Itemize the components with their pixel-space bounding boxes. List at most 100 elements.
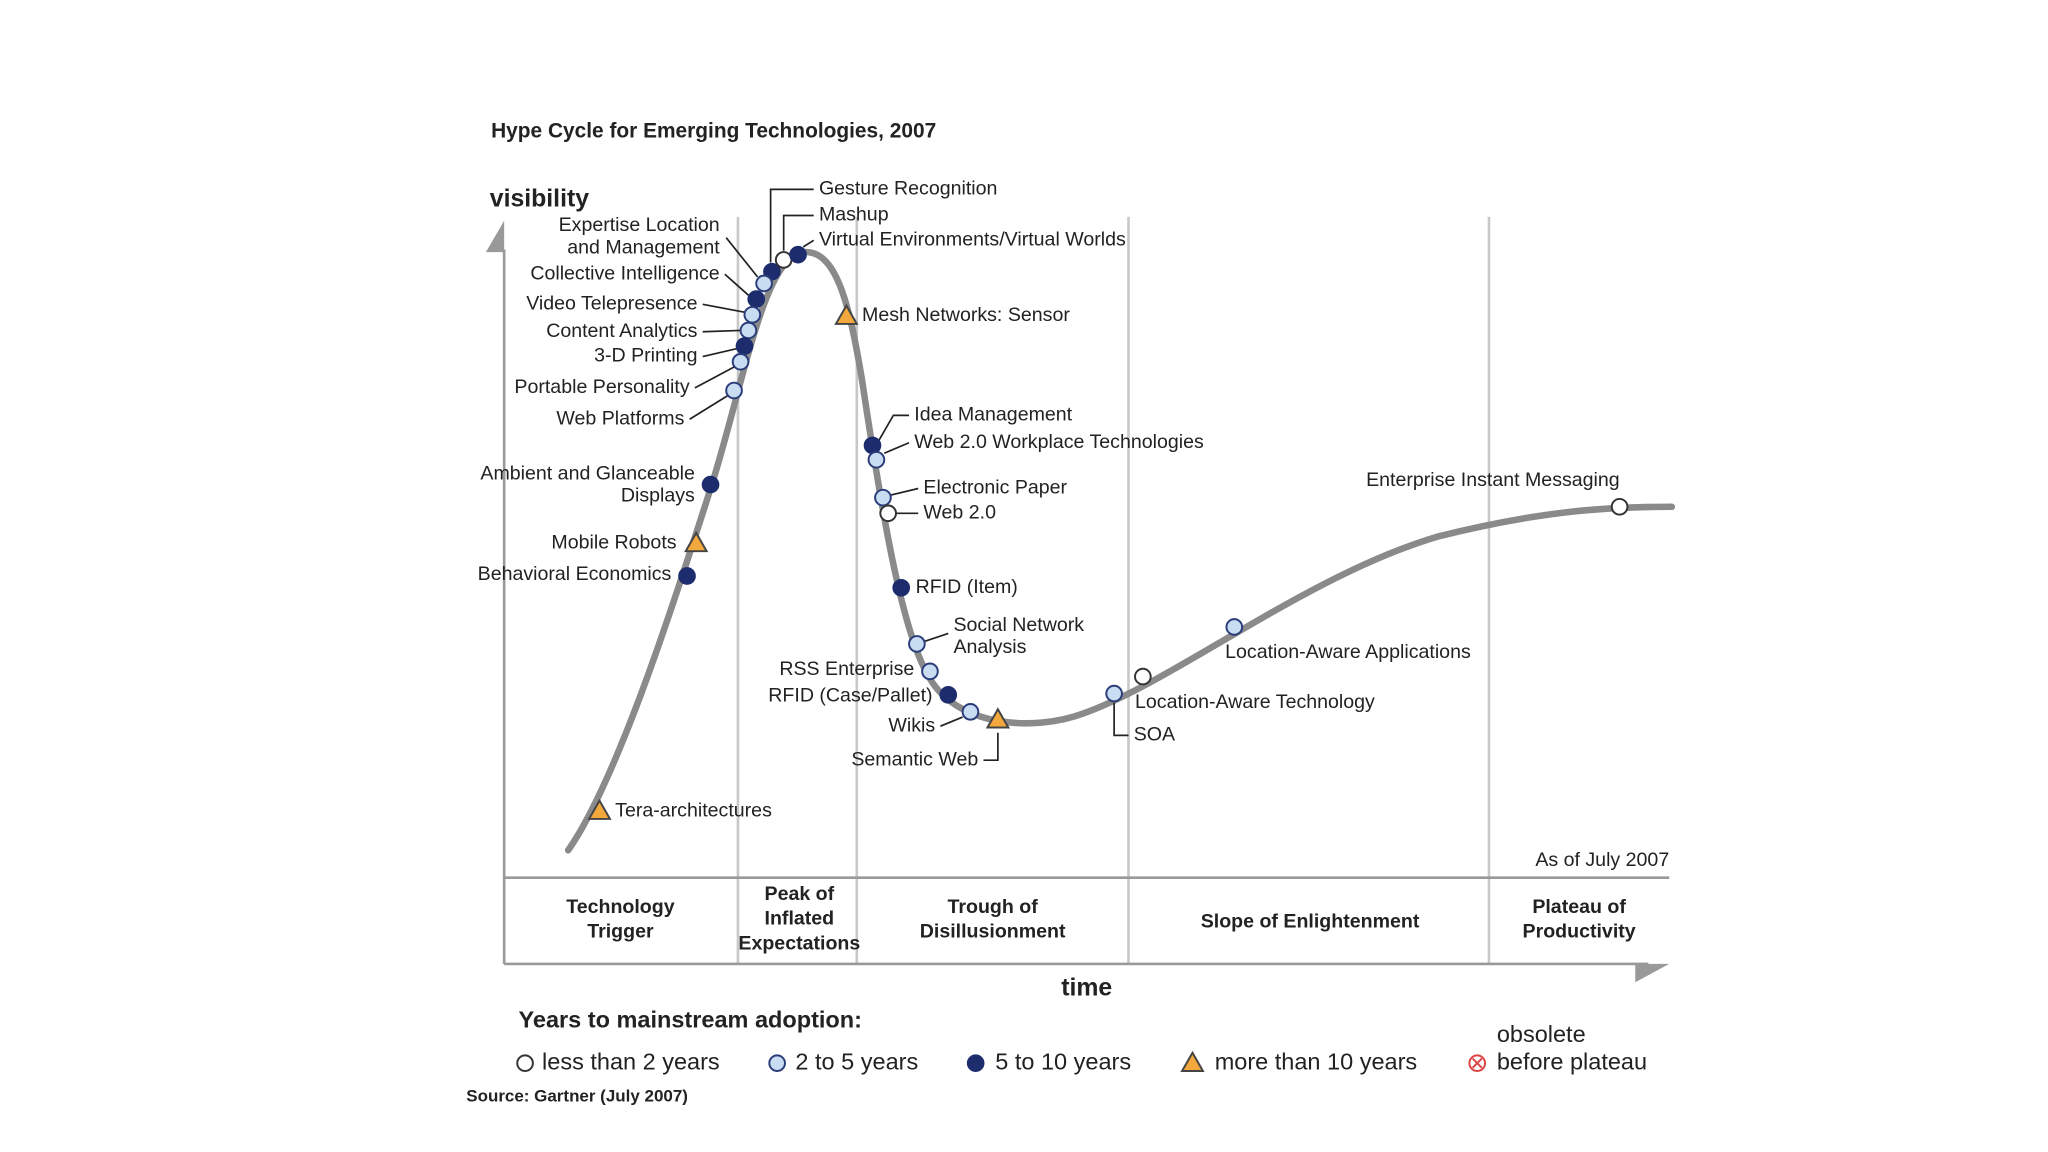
legend: less than 2 years 2 to 5 years 5 to 10 yea… [516,1021,1647,1074]
technology: Virtual Environments/Virtual Worlds [789,228,1126,264]
label: Productivity [1523,921,1636,943]
label: Technology [566,896,675,918]
technology: Portable Personality [514,352,750,398]
legend-title: Years to mainstream adoption: [519,1007,862,1033]
label: RFID (Item) [916,576,1018,598]
technology: RSS Enterprise [779,658,939,681]
leader-line [1113,702,1129,737]
leader-line [940,716,963,727]
legend-item: less than 2 years [516,1048,720,1074]
marker-light [1225,618,1244,636]
technology: Web 2.0 [879,501,996,523]
technology: 3-D Printing [594,337,754,367]
leader-line [769,188,814,263]
as-of-note: As of July 2007 [1535,849,1669,871]
technology: Mobile Robots [551,530,709,554]
marker-light [867,450,886,469]
leader-line [802,239,815,248]
legend-label: less than 2 years [542,1048,720,1074]
leader-line [694,366,735,389]
label: Trigger [587,921,654,943]
leader-line [724,273,749,296]
label: Expertise Location [559,214,720,236]
label: 3-D Printing [594,345,697,367]
marker-light [755,274,773,293]
marker-dark [939,686,958,704]
marker-triangle [1180,1050,1205,1072]
marker-white [1134,667,1152,686]
marker-light [874,488,892,507]
label: Inflated [765,908,835,930]
leader-line [689,395,728,420]
label: Electronic Paper [923,477,1067,499]
label: Content Analytics [546,320,697,342]
technology: Web 2.0 Workplace Technologies [867,431,1204,469]
label: Mesh Networks: Sensor [862,304,1070,326]
label: Virtual Environments/Virtual Worlds [819,228,1126,250]
legend-label: 2 to 5 years [795,1048,918,1074]
leader-line [983,732,999,762]
marker-light [739,321,758,340]
leader-line [725,237,759,278]
label: Peak of [765,883,835,905]
legend-item: 2 to 5 years [768,1048,918,1074]
marker-triangle [834,303,859,325]
title: Hype Cycle for Emerging Technologies, 20… [491,119,936,142]
technology: Location-Aware Technology [1134,667,1375,713]
y-axis-label: visibility [490,185,589,212]
legend-label: before plateau [1497,1048,1647,1074]
technology: Mesh Networks: Sensor [834,303,1070,326]
marker-dark [892,578,911,597]
marker-triangle [684,530,709,553]
legend-item: 5 to 10 years [966,1048,1131,1074]
leader-line [702,347,737,358]
marker-white [1610,497,1629,516]
technology: Collective Intelligence [530,262,766,308]
legend-item: more than 10 years [1180,1048,1417,1074]
marker-light [921,662,939,681]
axes [502,249,1670,966]
label: Mobile Robots [551,532,676,554]
leader-line [782,214,814,251]
technology: Enterprise Instant Messaging [1366,469,1629,516]
marker-triangle [587,798,612,820]
label: Gesture Recognition [819,178,997,200]
marker-cross [1471,1057,1483,1069]
technology: Semantic Web [851,707,1011,770]
label: Semantic Web [851,748,978,770]
hype-curve [564,248,1676,854]
technology: Content Analytics [546,320,758,342]
marker-light [961,703,980,721]
label: Enterprise Instant Messaging [1366,469,1620,491]
label: RFID (Case/Pallet) [768,684,932,706]
technology: Mashup [774,204,889,269]
marker-dark [701,475,720,494]
technology: Video Telepresence [526,292,762,324]
marker-light [725,381,743,400]
source: Source: Gartner (July 2007) [466,1087,688,1106]
technology: SOA [1105,684,1176,746]
marker-triangle [985,707,1011,729]
label: Web 2.0 Workplace Technologies [914,431,1204,453]
marker-dark [863,436,882,455]
technology: Tera-architectures [587,798,772,821]
label: Collective Intelligence [530,262,719,284]
leader-line [702,303,745,313]
label: and Management [567,236,720,258]
leaders [689,188,1129,762]
label: Mashup [819,204,889,226]
label: Analysis [953,636,1026,658]
marker-dark [678,567,696,585]
label: RSS Enterprise [779,658,914,680]
label: Expectations [738,932,860,954]
marker-white [879,504,897,523]
label: Web 2.0 [923,501,996,523]
label: Displays [621,484,695,506]
technology: RFID (Case/Pallet) [768,684,958,706]
